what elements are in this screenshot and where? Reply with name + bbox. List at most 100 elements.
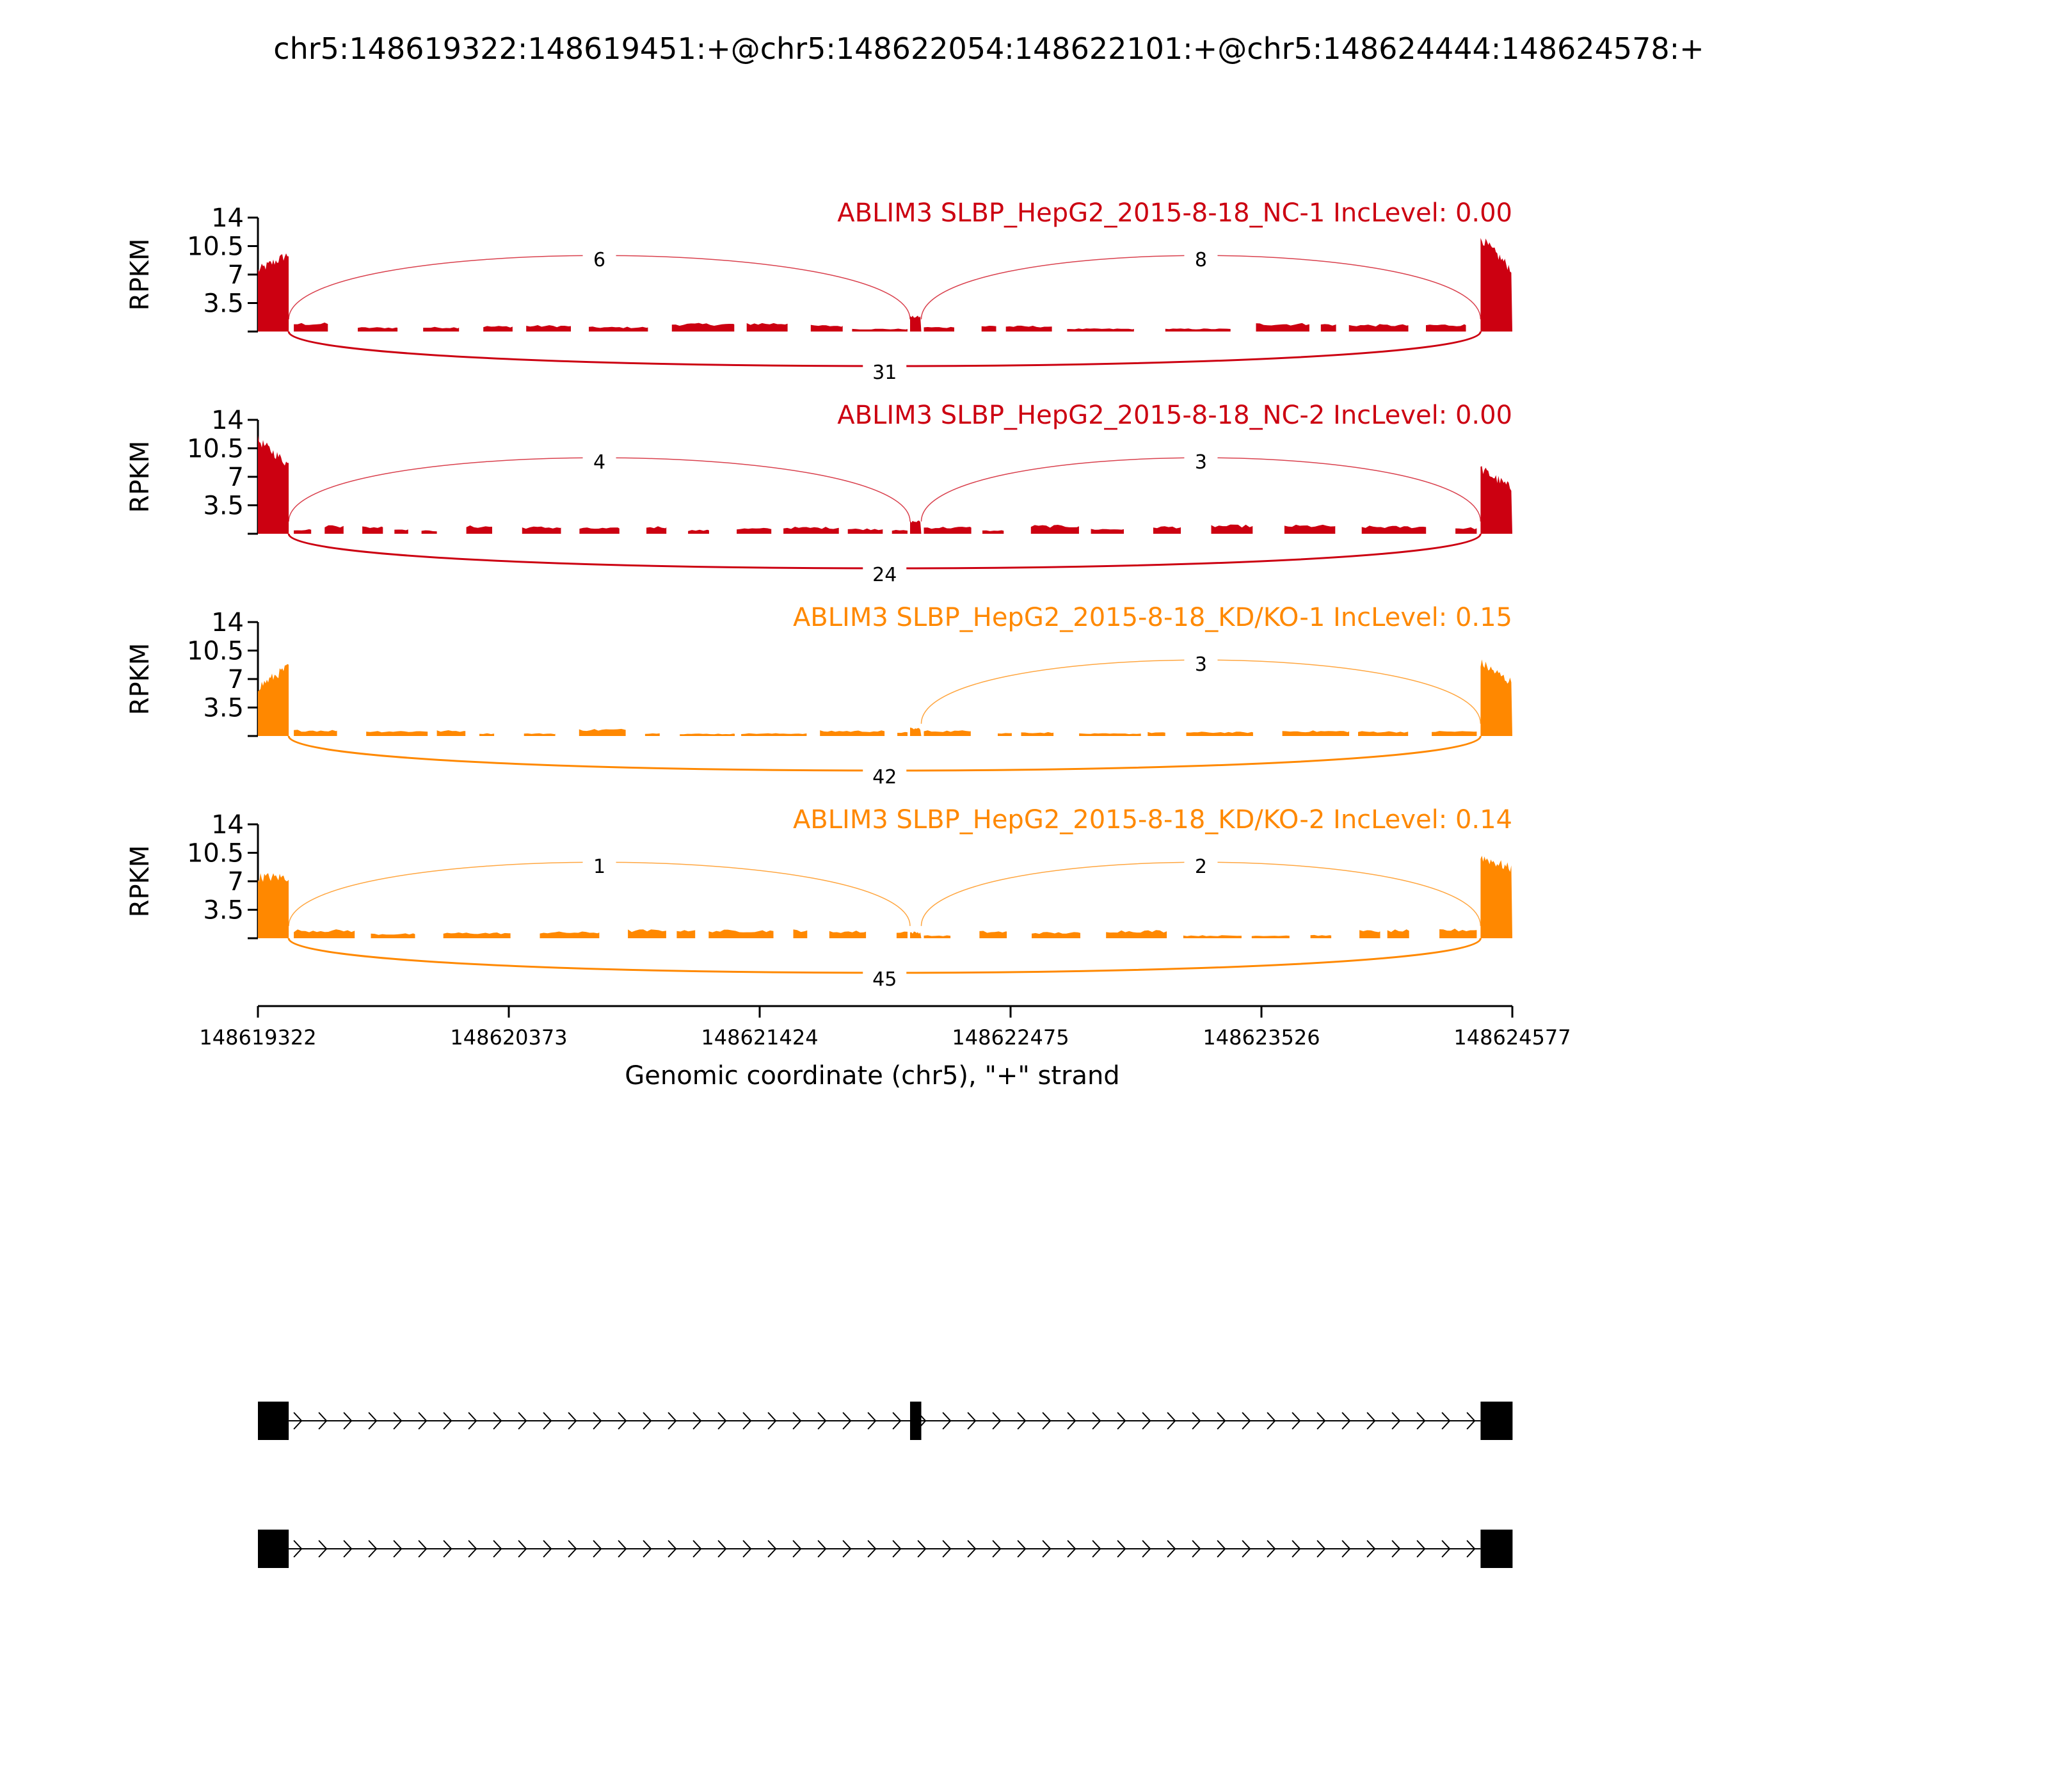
strand-chevron-icon xyxy=(418,1412,428,1430)
strand-chevron-icon xyxy=(817,1540,827,1558)
strand-chevron-icon xyxy=(1441,1412,1451,1430)
strand-chevron-icon xyxy=(1042,1412,1052,1430)
strand-chevron-icon xyxy=(393,1540,403,1558)
junction-count-label: 4 xyxy=(593,451,605,474)
exon-block xyxy=(258,1402,289,1440)
strand-chevron-icon xyxy=(792,1412,802,1430)
strand-chevron-icon xyxy=(568,1540,577,1558)
sample-label: ABLIM3 SLBP_HepG2_2015-8-18_KD/KO-1 IncL… xyxy=(793,603,1512,632)
strand-chevron-icon xyxy=(493,1412,502,1430)
junction-count-label: 2 xyxy=(1195,856,1207,878)
x-axis: 148619322 148620373 148621424 148622475 1486… xyxy=(199,1005,1571,1091)
strand-chevron-icon xyxy=(742,1412,752,1430)
strand-chevron-icon xyxy=(717,1540,727,1558)
coverage-panel-4: ABLIM3 SLBP_HepG2_2015-8-18_KD/KO-2 IncL… xyxy=(125,805,1512,991)
strand-chevron-icon xyxy=(1042,1540,1052,1558)
junction-label-bg xyxy=(863,361,907,384)
plot-title: chr5:148619322:148619451:+@chr5:14862205… xyxy=(273,31,1704,66)
strand-chevron-icon xyxy=(892,1412,902,1430)
junction-label-bg xyxy=(582,855,616,876)
coverage-area xyxy=(258,659,1512,736)
sample-label: ABLIM3 SLBP_HepG2_2015-8-18_KD/KO-2 IncL… xyxy=(793,805,1512,835)
strand-chevron-icon xyxy=(543,1540,552,1558)
strand-chevron-icon xyxy=(1217,1412,1226,1430)
strand-chevron-icon xyxy=(1167,1412,1176,1430)
strand-chevron-icon xyxy=(692,1540,702,1558)
strand-chevron-icon xyxy=(1117,1540,1126,1558)
strand-chevron-icon xyxy=(1391,1412,1401,1430)
y-tick-label: 14 xyxy=(211,406,244,435)
strand-chevron-icon xyxy=(643,1540,652,1558)
exon-block xyxy=(909,1402,922,1440)
strand-chevron-icon xyxy=(668,1540,677,1558)
strand-chevron-icon xyxy=(668,1412,677,1430)
coverage-panel-3: ABLIM3 SLBP_HepG2_2015-8-18_KD/KO-1 IncL… xyxy=(125,603,1512,788)
y-tick-label: 10.5 xyxy=(187,839,244,868)
isoform-1 xyxy=(258,1402,1513,1440)
strand-chevron-icon xyxy=(293,1540,303,1558)
junction-label-bg xyxy=(863,765,907,788)
strand-chevron-icon xyxy=(942,1540,952,1558)
junction-label-bg xyxy=(1184,855,1218,876)
strand-chevron-icon xyxy=(368,1412,378,1430)
strand-chevron-icon xyxy=(1142,1540,1151,1558)
sample-label: ABLIM3 SLBP_HepG2_2015-8-18_NC-2 IncLeve… xyxy=(837,401,1512,430)
y-tick-label: 10.5 xyxy=(187,435,244,464)
coverage-panel-2: ABLIM3 SLBP_HepG2_2015-8-18_NC-2 IncLeve… xyxy=(125,401,1512,586)
strand-chevron-icon xyxy=(742,1540,752,1558)
junction-count-label: 1 xyxy=(593,856,605,878)
y-axis-label: RPKM xyxy=(125,845,155,918)
strand-chevron-icon xyxy=(318,1540,328,1558)
strand-chevron-icon xyxy=(1341,1412,1351,1430)
exon-block xyxy=(1480,1402,1513,1440)
isoform-structures xyxy=(258,1402,1513,1568)
x-tick-label: 148623526 xyxy=(1203,1025,1320,1050)
strand-chevron-icon xyxy=(892,1540,902,1558)
coverage-panel-1: ABLIM3 SLBP_HepG2_2015-8-18_NC-1 IncLeve… xyxy=(125,198,1512,384)
x-tick-label: 148621424 xyxy=(701,1025,818,1050)
strand-chevron-icon xyxy=(1017,1412,1027,1430)
strand-chevron-icon xyxy=(867,1412,877,1430)
y-axis-label: RPKM xyxy=(125,441,155,513)
strand-chevron-icon xyxy=(1366,1540,1376,1558)
coverage-area xyxy=(258,435,1512,534)
junction-count-label: 31 xyxy=(872,362,897,384)
strand-chevron-icon xyxy=(692,1412,702,1430)
strand-chevron-icon xyxy=(618,1412,627,1430)
strand-chevron-icon xyxy=(593,1412,602,1430)
strand-chevron-icon xyxy=(1391,1540,1401,1558)
strand-chevron-icon xyxy=(967,1412,977,1430)
y-tick-label: 3.5 xyxy=(203,289,244,319)
strand-chevron-icon xyxy=(1316,1540,1326,1558)
skipping-junction-arc xyxy=(287,331,1482,367)
y-tick-label: 3.5 xyxy=(203,492,244,521)
junction-label-bg xyxy=(1184,653,1218,673)
strand-chevron-icon xyxy=(1117,1412,1126,1430)
x-tick-label: 148622475 xyxy=(952,1025,1069,1050)
strand-chevron-icon xyxy=(767,1412,777,1430)
strand-chevron-icon xyxy=(1242,1412,1251,1430)
x-axis-label: Genomic coordinate (chr5), "+" strand xyxy=(625,1061,1119,1091)
y-tick-label: 7 xyxy=(228,260,244,290)
strand-chevron-icon xyxy=(1067,1540,1076,1558)
strand-chevron-icon xyxy=(1416,1412,1426,1430)
strand-chevron-icon xyxy=(1341,1540,1351,1558)
junction-label-bg xyxy=(1184,248,1218,269)
strand-chevron-icon xyxy=(767,1540,777,1558)
x-tick-label: 148624577 xyxy=(1453,1025,1571,1050)
junction-label-bg xyxy=(582,451,616,471)
strand-chevron-icon xyxy=(443,1540,452,1558)
strand-chevron-icon xyxy=(1267,1412,1276,1430)
strand-chevron-icon xyxy=(1366,1412,1376,1430)
junction-label-bg xyxy=(1184,451,1218,471)
y-tick-label: 14 xyxy=(211,204,244,233)
strand-chevron-icon xyxy=(1167,1540,1176,1558)
junction-count-label: 3 xyxy=(1195,451,1207,474)
junction-count-label: 3 xyxy=(1195,653,1207,676)
junction-count-label: 6 xyxy=(593,249,605,271)
strand-chevron-icon xyxy=(917,1540,927,1558)
strand-chevron-icon xyxy=(1292,1412,1301,1430)
strand-chevron-icon xyxy=(1466,1540,1476,1558)
strand-chevron-icon xyxy=(468,1540,477,1558)
